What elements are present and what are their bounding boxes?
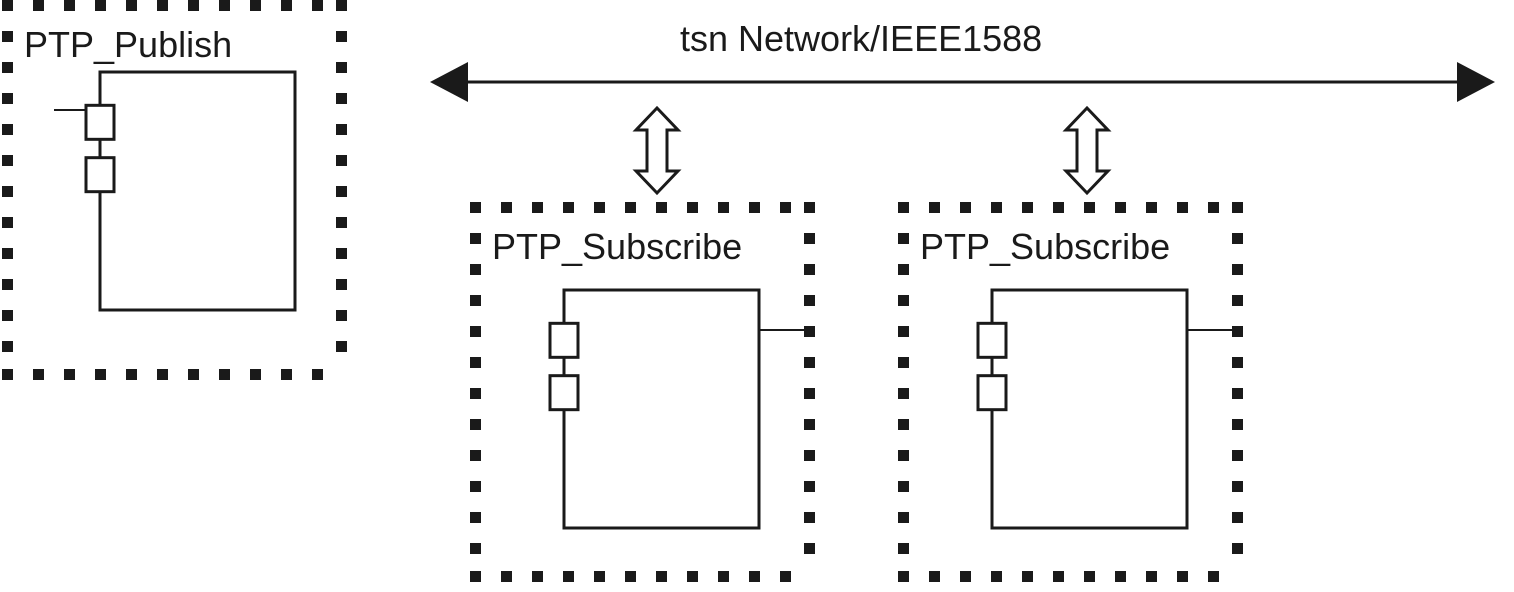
network-title: tsn Network/IEEE1588	[680, 18, 1042, 60]
diagram-canvas	[0, 0, 1514, 592]
node-label-subscribe-1: PTP_Subscribe	[492, 226, 742, 268]
node-label-subscribe-2: PTP_Subscribe	[920, 226, 1170, 268]
node-label-publish: PTP_Publish	[24, 24, 232, 66]
